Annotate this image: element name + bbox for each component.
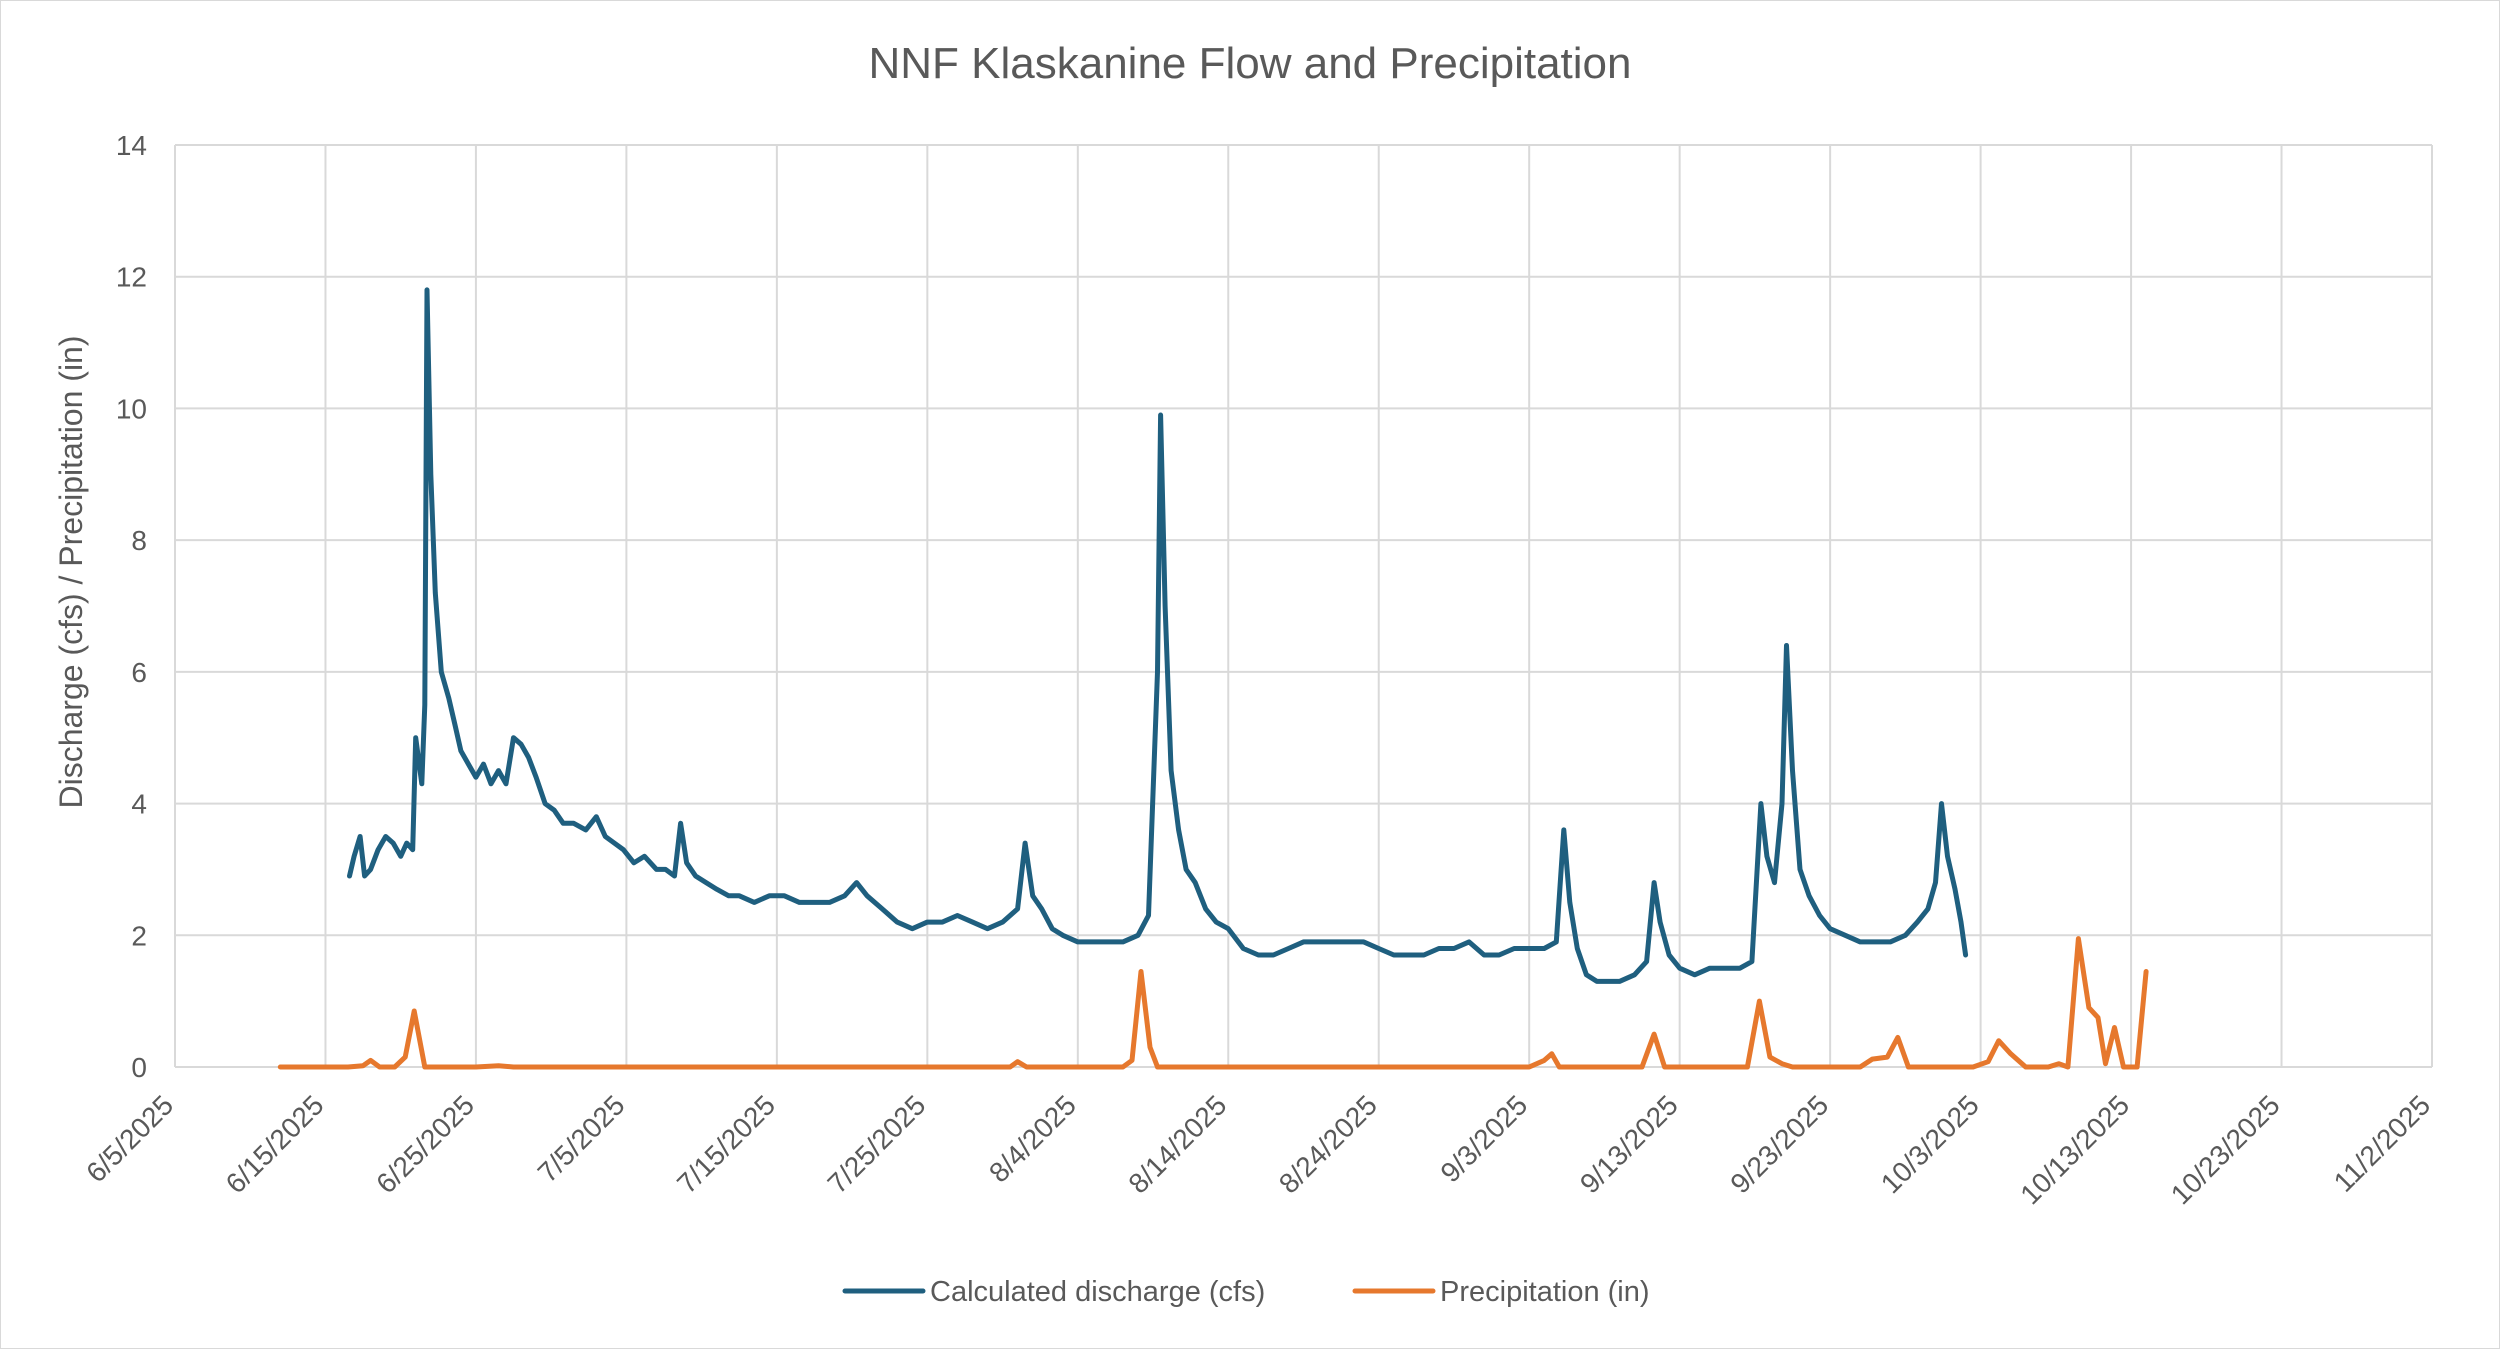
gridlines bbox=[174, 144, 2433, 1068]
legend: Calculated discharge (cfs) Precipitation … bbox=[842, 1276, 1650, 1308]
series-layer bbox=[277, 287, 2149, 1070]
legend-label: Precipitation (in) bbox=[1440, 1276, 1650, 1308]
y-tick-label: 4 bbox=[131, 789, 147, 820]
y-tick-label: 6 bbox=[131, 657, 147, 688]
y-axis-label: Discharge (cfs) / Precipitation (in) bbox=[53, 335, 89, 808]
legend-label: Calculated discharge (cfs) bbox=[930, 1276, 1265, 1308]
y-tick-label: 8 bbox=[131, 525, 147, 556]
y-tick-label: 2 bbox=[131, 920, 147, 951]
discharge-series-line bbox=[347, 287, 1969, 984]
chart-title: NNF Klaskanine Flow and Precipitation bbox=[868, 39, 1631, 88]
y-tick-label: 12 bbox=[116, 262, 147, 293]
y-axis-ticks: 0 2 4 6 8 10 12 14 bbox=[116, 130, 147, 1083]
y-tick-label: 10 bbox=[116, 393, 147, 424]
precipitation-series-line bbox=[277, 936, 2149, 1070]
y-tick-label: 14 bbox=[116, 130, 147, 161]
y-tick-label: 0 bbox=[131, 1052, 147, 1083]
